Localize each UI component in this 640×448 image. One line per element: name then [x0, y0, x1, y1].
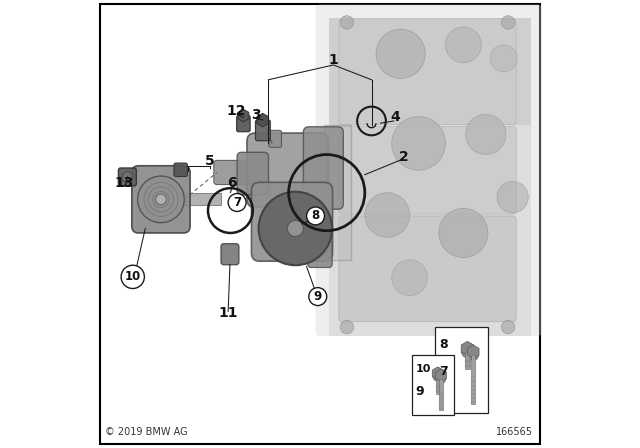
Text: 4: 4 — [390, 110, 400, 125]
FancyBboxPatch shape — [435, 327, 488, 413]
Circle shape — [365, 193, 410, 237]
FancyBboxPatch shape — [269, 130, 282, 147]
Circle shape — [433, 371, 443, 381]
FancyBboxPatch shape — [436, 376, 440, 394]
FancyBboxPatch shape — [308, 241, 332, 267]
Text: 1: 1 — [328, 53, 339, 68]
Circle shape — [497, 181, 528, 213]
FancyBboxPatch shape — [237, 116, 250, 132]
Circle shape — [466, 114, 506, 155]
Text: 7: 7 — [440, 365, 449, 379]
FancyBboxPatch shape — [255, 120, 270, 141]
Text: 8: 8 — [440, 337, 448, 351]
Text: 5: 5 — [205, 154, 214, 168]
Text: 8: 8 — [312, 209, 319, 223]
FancyBboxPatch shape — [439, 379, 443, 410]
Circle shape — [436, 374, 446, 383]
FancyBboxPatch shape — [412, 355, 454, 415]
Circle shape — [445, 27, 481, 63]
Text: 2: 2 — [399, 150, 409, 164]
Text: 13: 13 — [114, 176, 134, 190]
Circle shape — [376, 29, 425, 78]
Circle shape — [287, 220, 303, 237]
Circle shape — [392, 260, 428, 296]
Text: © 2019 BMW AG: © 2019 BMW AG — [105, 427, 188, 437]
Circle shape — [307, 207, 324, 225]
FancyBboxPatch shape — [247, 133, 328, 207]
Circle shape — [228, 194, 246, 211]
Circle shape — [309, 288, 327, 306]
FancyBboxPatch shape — [118, 168, 136, 186]
Circle shape — [502, 16, 515, 29]
PathPatch shape — [329, 18, 531, 336]
Circle shape — [468, 349, 479, 360]
FancyBboxPatch shape — [183, 193, 221, 205]
Circle shape — [461, 346, 473, 358]
FancyBboxPatch shape — [339, 126, 516, 214]
Text: 7: 7 — [233, 196, 241, 209]
FancyBboxPatch shape — [221, 244, 239, 265]
Text: 11: 11 — [218, 306, 237, 320]
Circle shape — [340, 16, 354, 29]
FancyBboxPatch shape — [339, 19, 516, 125]
Text: 10: 10 — [415, 364, 431, 374]
FancyBboxPatch shape — [316, 4, 541, 336]
Text: 166565: 166565 — [496, 427, 532, 437]
FancyBboxPatch shape — [100, 4, 540, 444]
FancyBboxPatch shape — [303, 127, 343, 209]
Circle shape — [490, 45, 517, 72]
Circle shape — [138, 176, 184, 223]
Circle shape — [121, 265, 145, 289]
FancyBboxPatch shape — [252, 182, 333, 261]
Text: 6: 6 — [227, 176, 237, 190]
Circle shape — [438, 208, 488, 258]
FancyBboxPatch shape — [339, 216, 516, 322]
Circle shape — [340, 320, 354, 334]
Text: 9: 9 — [415, 384, 424, 398]
Text: 10: 10 — [125, 270, 141, 284]
FancyBboxPatch shape — [132, 166, 190, 233]
Text: 12: 12 — [227, 104, 246, 118]
FancyBboxPatch shape — [214, 160, 256, 185]
FancyBboxPatch shape — [465, 352, 470, 369]
FancyBboxPatch shape — [174, 163, 188, 177]
Text: 9: 9 — [314, 290, 322, 303]
PathPatch shape — [329, 18, 531, 125]
Text: 3: 3 — [252, 108, 261, 122]
Circle shape — [156, 194, 166, 205]
FancyBboxPatch shape — [237, 152, 269, 195]
FancyBboxPatch shape — [471, 355, 476, 404]
Circle shape — [502, 320, 515, 334]
Circle shape — [392, 116, 445, 170]
FancyBboxPatch shape — [324, 125, 351, 260]
Circle shape — [259, 192, 332, 265]
